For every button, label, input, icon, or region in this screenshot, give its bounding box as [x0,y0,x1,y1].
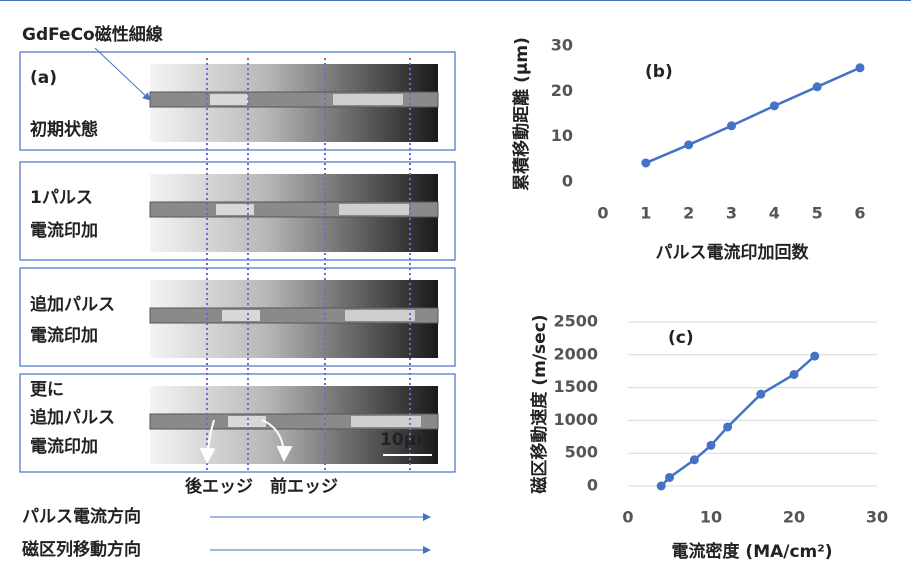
data-point [727,121,736,130]
pointer-arrow [95,48,150,100]
data-point [665,473,674,482]
row-label: 電流印加 [30,220,98,241]
data-point [690,455,699,464]
x-tick-label: 30 [866,508,888,527]
chart-label: (c) [668,328,694,348]
domain [351,416,421,427]
y-tick-label: 2500 [553,312,598,331]
y-tick-label: 20 [551,81,573,100]
x-tick-label: 5 [812,204,823,223]
y-tick-label: 30 [551,36,573,55]
y-tick-label: 0 [562,172,573,191]
y-tick-label: 2000 [553,344,598,363]
data-point [641,158,650,167]
x-tick-label: 20 [783,508,805,527]
data-point [856,63,865,72]
data-point [723,422,732,431]
x-axis-title: パルス電流印加回数 [656,242,810,263]
x-axis-title: 電流密度 (MA/cm²) [672,541,833,562]
scale-label: 10μm [380,430,434,450]
data-point [790,370,799,379]
x-tick-label: 6 [854,204,865,223]
y-tick-label: 1000 [553,410,598,429]
data-point [756,390,765,399]
data-point [707,441,716,450]
y-tick-label: 500 [565,443,598,462]
series-line [646,68,860,163]
direction-label: パルス電流方向 [22,506,141,527]
x-tick-label: 0 [597,204,608,223]
x-tick-label: 2 [683,204,694,223]
y-axis-title: 磁区移動速度 (m/sec) [529,314,550,493]
x-tick-label: 10 [700,508,722,527]
row-label: 初期状態 [30,119,98,140]
x-tick-label: 0 [622,508,633,527]
domain [228,416,266,427]
data-point [657,482,666,491]
data-point [684,140,693,149]
row-label: 更に [30,380,64,400]
domain [210,94,248,105]
edge-label: 前エッジ [270,476,338,497]
figure: 初期状態1パルス電流印加追加パルス電流印加更に追加パルス電流印加(a)GdFeC… [0,0,911,569]
row-label: 1パルス [30,188,93,208]
domain [222,310,260,321]
row-label: 電流印加 [30,325,98,346]
row-label: 追加パルス [30,294,115,315]
domain [339,204,409,215]
domain [345,310,415,321]
y-tick-label: 10 [551,126,573,145]
row-label: 追加パルス [30,407,115,428]
y-axis-title: 累積移動距離 (μm) [511,37,532,191]
data-point [810,352,819,361]
x-tick-label: 4 [769,204,780,223]
data-point [770,101,779,110]
data-point [813,82,822,91]
domain [333,94,403,105]
row-label: 電流印加 [30,436,98,457]
direction-label: 磁区列移動方向 [22,539,141,560]
chart-label: (b) [645,62,673,82]
y-tick-label: 1500 [553,377,598,396]
pointer-label: GdFeCo磁性細線 [22,24,163,45]
edge-label: 後エッジ [185,476,253,497]
x-tick-label: 3 [726,204,737,223]
x-tick-label: 1 [640,204,651,223]
y-tick-label: 0 [587,476,598,495]
panel-label: (a) [30,68,57,88]
